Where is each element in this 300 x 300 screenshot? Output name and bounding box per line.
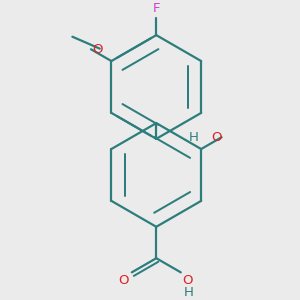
Text: O: O (182, 274, 193, 287)
Text: O: O (211, 131, 222, 144)
Text: F: F (152, 2, 160, 15)
Text: H: H (189, 131, 199, 144)
Text: O: O (92, 43, 103, 56)
Text: O: O (118, 274, 129, 287)
Text: H: H (183, 286, 193, 298)
